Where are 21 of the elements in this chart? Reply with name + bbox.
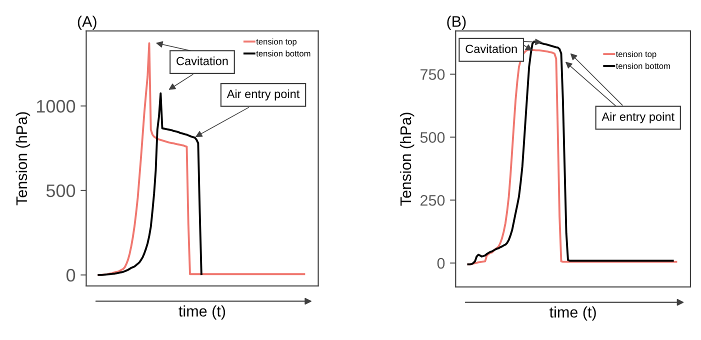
y-tick-label: 500 xyxy=(420,132,445,143)
y-tick-label: 0 xyxy=(66,268,76,282)
legend-label: tension top xyxy=(256,38,297,46)
y-tick-label: 500 xyxy=(46,184,76,198)
annotation: Cavitation xyxy=(176,56,228,66)
legend-label: tension bottom xyxy=(616,62,670,69)
y-tick-label: 750 xyxy=(420,69,445,80)
annotation: Air entry point xyxy=(602,112,674,124)
legend-label: tension bottom xyxy=(256,50,310,56)
annotation: Air entry point xyxy=(226,89,300,100)
x-axis-title: time (t) xyxy=(178,305,226,320)
y-tick-label: 0 xyxy=(437,258,445,269)
chart-title: (B) xyxy=(447,16,466,30)
y-tick-label: 250 xyxy=(420,194,445,206)
annotation: Cavitation xyxy=(466,44,517,54)
y-axis-title: Tension (hPa) xyxy=(16,112,30,206)
chart-title: (A) xyxy=(78,16,96,30)
y-tick-label: 1000 xyxy=(37,100,76,113)
y-axis-title: Tension (hPa) xyxy=(400,112,414,206)
legend-label: tension top xyxy=(616,50,656,59)
x-axis-title: time (t) xyxy=(550,306,596,321)
